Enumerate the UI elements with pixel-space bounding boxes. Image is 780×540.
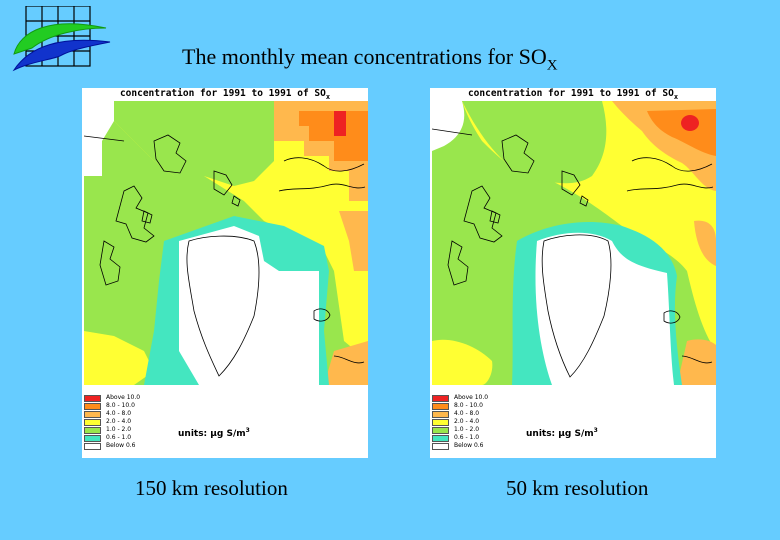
legend-swatch	[432, 419, 449, 426]
legend-item: 8.0 - 10.0	[432, 402, 542, 410]
slide-title: The monthly mean concentrations for SOX	[182, 44, 558, 74]
legend-swatch	[84, 403, 101, 410]
legend-label: 4.0 - 8.0	[454, 410, 480, 417]
legend-item: 0.6 - 1.0	[432, 434, 542, 442]
caption-50km: 50 km resolution	[506, 476, 649, 500]
legend-swatch	[84, 435, 101, 442]
legend-label: 8.0 - 10.0	[106, 402, 135, 409]
legend-item: 2.0 - 4.0	[84, 418, 194, 426]
legend-label: Above 10.0	[106, 394, 141, 401]
units-label: units: µg S/m3	[526, 427, 598, 439]
map-panel-150km: concentration for 1991 to 1991 of SOx	[82, 88, 368, 458]
legend-item: 0.6 - 1.0	[84, 434, 194, 442]
concentration-map	[84, 101, 368, 385]
legend-item: 4.0 - 8.0	[432, 410, 542, 418]
legend-swatch	[432, 427, 449, 434]
legend-item: 4.0 - 8.0	[84, 410, 194, 418]
legend: Above 10.0 8.0 - 10.0 4.0 - 8.0 2.0 - 4.…	[84, 394, 204, 457]
legend-swatch	[84, 443, 101, 450]
caption-150km: 150 km resolution	[135, 476, 288, 500]
legend-item: Below 0.6	[84, 442, 194, 450]
legend-swatch	[84, 411, 101, 418]
legend-item: 1.0 - 2.0	[84, 426, 194, 434]
legend-item: Above 10.0	[84, 394, 194, 402]
logo-icon	[12, 6, 111, 72]
map-panel-50km: concentration for 1991 to 1991 of SOx	[430, 88, 716, 458]
map-header: concentration for 1991 to 1991 of SOx	[467, 88, 679, 101]
legend-item: Above 10.0	[432, 394, 542, 402]
legend-label: Below 0.6	[106, 442, 136, 449]
legend-swatch	[84, 419, 101, 426]
legend-label: 2.0 - 4.0	[106, 418, 132, 425]
legend-item: 1.0 - 2.0	[432, 426, 542, 434]
legend-label: 0.6 - 1.0	[106, 434, 132, 441]
legend-label: 0.6 - 1.0	[454, 434, 480, 441]
legend-label: 4.0 - 8.0	[106, 410, 132, 417]
legend: Above 10.0 8.0 - 10.0 4.0 - 8.0 2.0 - 4.…	[432, 394, 552, 457]
legend-label: 8.0 - 10.0	[454, 402, 483, 409]
legend-swatch	[432, 411, 449, 418]
legend-swatch	[432, 403, 449, 410]
legend-swatch	[84, 395, 101, 402]
concentration-map	[432, 101, 716, 385]
legend-item: 8.0 - 10.0	[84, 402, 194, 410]
legend-label: 2.0 - 4.0	[454, 418, 480, 425]
legend-swatch	[432, 395, 449, 402]
legend-swatch	[84, 427, 101, 434]
legend-label: 1.0 - 2.0	[454, 426, 480, 433]
legend-swatch	[432, 443, 449, 450]
legend-swatch	[432, 435, 449, 442]
legend-label: Below 0.6	[454, 442, 484, 449]
legend-item: 2.0 - 4.0	[432, 418, 542, 426]
legend-label: Above 10.0	[454, 394, 489, 401]
legend-label: 1.0 - 2.0	[106, 426, 132, 433]
legend-item: Below 0.6	[432, 442, 542, 450]
units-label: units: µg S/m3	[178, 427, 250, 439]
map-header: concentration for 1991 to 1991 of SOx	[119, 88, 331, 101]
